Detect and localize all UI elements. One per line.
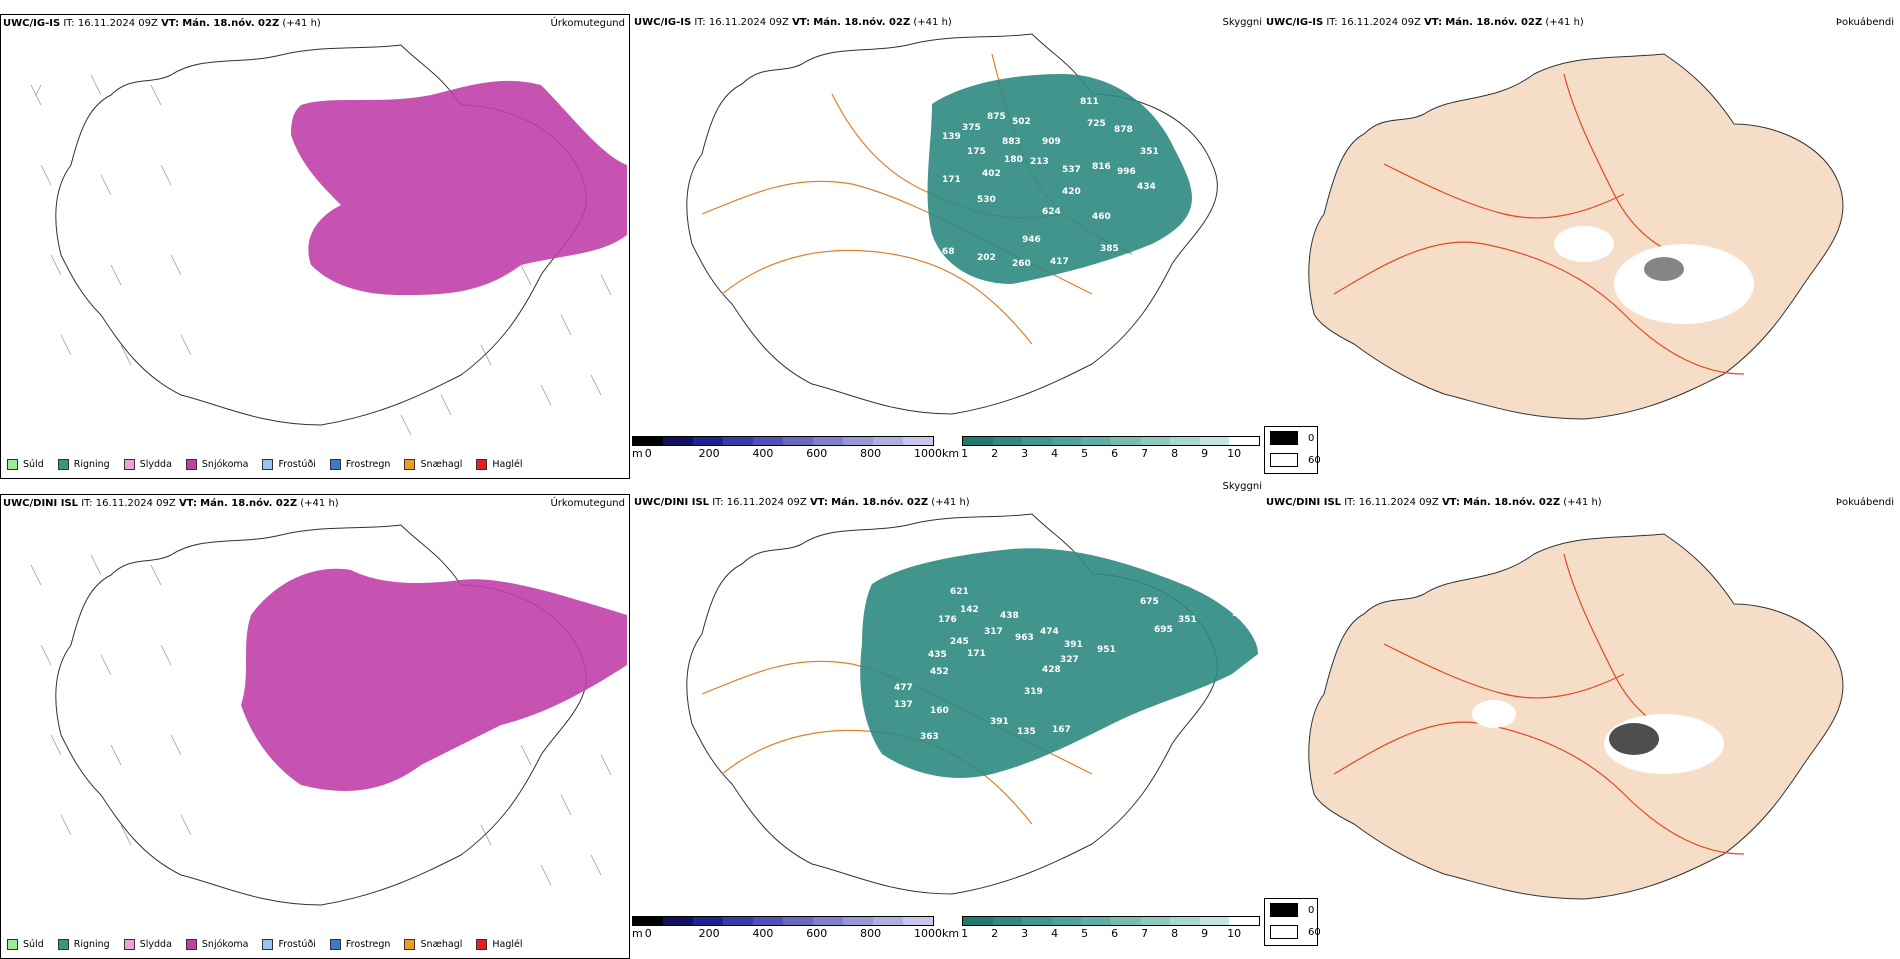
svg-text:438: 438 <box>1000 611 1019 621</box>
lead-time: (+41 h) <box>282 18 321 29</box>
panel-title: Þokuábendi <box>1835 17 1894 28</box>
svg-text:137: 137 <box>894 700 913 710</box>
svg-text:417: 417 <box>1050 257 1069 267</box>
svg-text:460: 460 <box>1092 212 1111 222</box>
visibility-panel-dini: UWC/DINI ISL IT: 16.11.2024 09Z VT: Mán.… <box>632 481 1262 959</box>
visibility-ticks: km 1 2 3 4 5 6 7 8 9 10 <box>942 927 1242 940</box>
svg-text:142: 142 <box>960 605 979 615</box>
svg-text:351: 351 <box>1140 147 1159 157</box>
svg-text:537: 537 <box>1062 165 1081 175</box>
svg-text:385: 385 <box>1100 244 1119 254</box>
precip-type-map <box>30 44 627 436</box>
panel-header: UWC/DINI ISL IT: 16.11.2024 09Z VT: Mán.… <box>634 497 970 508</box>
svg-text:213: 213 <box>1030 157 1049 167</box>
panel-header: UWC/IG-IS IT: 16.11.2024 09Z VT: Mán. 18… <box>3 18 321 29</box>
svg-text:946: 946 <box>1232 609 1251 619</box>
svg-text:202: 202 <box>977 253 996 263</box>
svg-text:811: 811 <box>1080 97 1099 107</box>
svg-text:883: 883 <box>1002 137 1021 147</box>
svg-text:391: 391 <box>1064 640 1083 650</box>
svg-text:951: 951 <box>1097 645 1116 655</box>
svg-text:175: 175 <box>967 147 986 157</box>
cloud-base-colorbar <box>632 436 934 446</box>
visibility-colorbar <box>962 916 1260 926</box>
svg-text:621: 621 <box>950 587 969 597</box>
fog-panel-ig: UWC/IG-IS IT: 16.11.2024 09Z VT: Mán. 18… <box>1264 14 1894 479</box>
cloud-base-ticks: m 0 200 400 600 800 1000 <box>632 447 943 460</box>
svg-text:624: 624 <box>1042 207 1061 217</box>
visibility-map: 875 502 375 139 883 909 811 725 878 175 … <box>686 33 1218 415</box>
panel-title: Skyggni <box>1222 17 1262 28</box>
svg-text:402: 402 <box>982 169 1001 179</box>
visibility-map: 621 142 176 438 317 474 391 963 327 245 … <box>686 513 1261 895</box>
svg-text:878: 878 <box>1114 125 1133 135</box>
panel-header: UWC/IG-IS IT: 16.11.2024 09Z VT: Mán. 18… <box>634 17 952 28</box>
svg-text:260: 260 <box>1012 259 1031 269</box>
cloud-base-colorbar <box>632 916 934 926</box>
svg-text:135: 135 <box>1017 727 1036 737</box>
panel-header: UWC/DINI ISL IT: 16.11.2024 09Z VT: Mán.… <box>3 498 339 509</box>
svg-text:996: 996 <box>1117 167 1136 177</box>
fog-legend: 0 60 <box>1264 426 1321 474</box>
svg-text:530: 530 <box>977 195 996 205</box>
svg-text:428: 428 <box>1042 665 1061 675</box>
precip-type-legend: Súld Rigning Slydda Snjókoma Frostúði Fr… <box>7 939 523 950</box>
panel-header: UWC/DINI ISL IT: 16.11.2024 09Z VT: Mán.… <box>1266 497 1602 508</box>
svg-text:171: 171 <box>967 649 986 659</box>
svg-text:575: 575 <box>895 239 914 249</box>
svg-text:319: 319 <box>1024 687 1043 697</box>
panel-title: Úrkomutegund <box>550 18 625 29</box>
svg-text:176: 176 <box>938 615 957 625</box>
precip-type-map <box>30 524 627 906</box>
svg-text:909: 909 <box>1042 137 1061 147</box>
svg-text:180: 180 <box>1004 155 1023 165</box>
svg-text:327: 327 <box>1060 655 1079 665</box>
panel-title: Þokuábendi <box>1835 497 1894 508</box>
svg-text:725: 725 <box>1087 119 1106 129</box>
svg-text:675: 675 <box>1140 597 1159 607</box>
svg-text:317: 317 <box>984 627 1003 637</box>
svg-text:434: 434 <box>1137 182 1156 192</box>
svg-text:816: 816 <box>1092 162 1111 172</box>
svg-text:963: 963 <box>1015 633 1034 643</box>
svg-text:363: 363 <box>920 732 939 742</box>
panel-title: Skyggni <box>1222 481 1262 492</box>
svg-text:452: 452 <box>930 667 949 677</box>
svg-text:391: 391 <box>990 717 1009 727</box>
fog-panel-dini: UWC/DINI ISL IT: 16.11.2024 09Z VT: Mán.… <box>1264 494 1894 959</box>
visibility-colorbar <box>962 436 1260 446</box>
svg-text:160: 160 <box>930 706 949 716</box>
svg-text:351: 351 <box>1178 615 1197 625</box>
precip-type-panel-dini: UWC/DINI ISL IT: 16.11.2024 09Z VT: Mán.… <box>0 494 630 959</box>
svg-text:474: 474 <box>1040 627 1059 637</box>
svg-text:127: 127 <box>1110 730 1129 740</box>
svg-text:245: 245 <box>950 637 969 647</box>
cloud-base-ticks: m 0 200 400 600 800 1000 <box>632 927 943 940</box>
visibility-panel-ig: UWC/IG-IS IT: 16.11.2024 09Z VT: Mán. 18… <box>632 14 1262 479</box>
panel-title: Úrkomutegund <box>550 498 625 509</box>
visibility-ticks: km 1 2 3 4 5 6 7 8 9 10 <box>942 447 1242 460</box>
svg-text:171: 171 <box>942 175 961 185</box>
fog-map <box>1308 533 1844 900</box>
svg-text:139: 139 <box>942 132 961 142</box>
panel-header: UWC/IG-IS IT: 16.11.2024 09Z VT: Mán. 18… <box>1266 17 1584 28</box>
valid-time: Mán. 18.nóv. 02Z <box>182 18 280 29</box>
init-time: 16.11.2024 09Z <box>77 18 158 29</box>
fog-map <box>1308 53 1844 420</box>
svg-text:68: 68 <box>942 247 955 257</box>
precip-type-legend: Súld Rigning Slydda Snjókoma Frostúði Fr… <box>7 459 523 470</box>
svg-text:695: 695 <box>1154 625 1173 635</box>
svg-text:435: 435 <box>928 650 947 660</box>
svg-text:375: 375 <box>962 123 981 133</box>
svg-text:502: 502 <box>1012 117 1031 127</box>
svg-text:420: 420 <box>1062 187 1081 197</box>
svg-text:477: 477 <box>894 683 913 693</box>
svg-text:875: 875 <box>987 112 1006 122</box>
svg-text:167: 167 <box>1052 725 1071 735</box>
svg-text:946: 946 <box>1022 235 1041 245</box>
fog-legend: 0 60 <box>1264 898 1321 946</box>
model-name: UWC/IG-IS <box>3 18 61 29</box>
precip-type-panel-ig: UWC/IG-IS IT: 16.11.2024 09Z VT: Mán. 18… <box>0 14 630 479</box>
svg-text:900: 900 <box>1242 617 1261 627</box>
